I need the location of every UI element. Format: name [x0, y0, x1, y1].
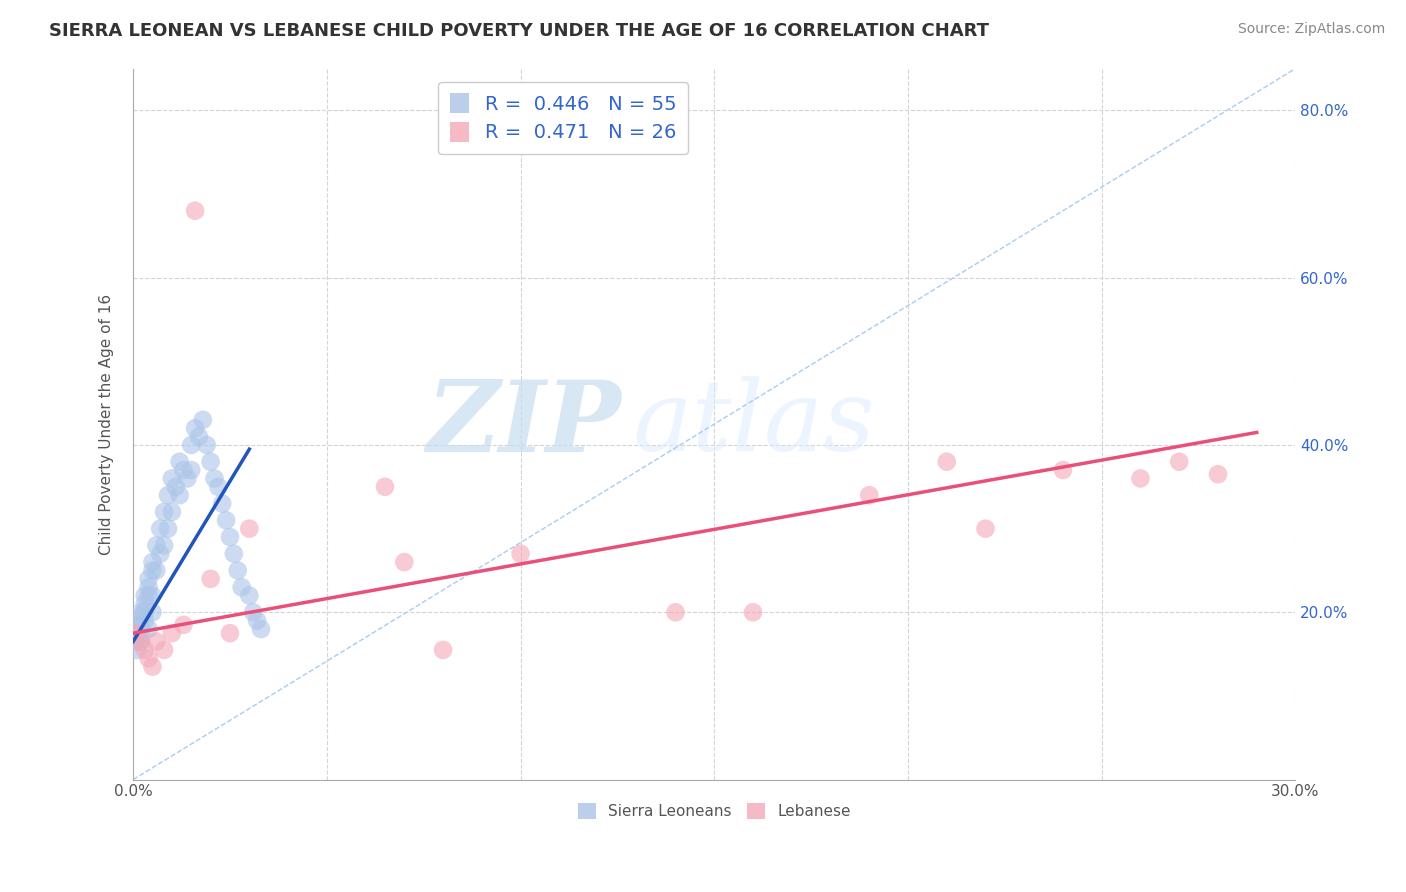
Point [184, 203, 207, 218]
Point [138, 651, 160, 665]
Point [974, 522, 997, 536]
Point [153, 538, 176, 552]
Point [134, 605, 156, 619]
Point [742, 605, 765, 619]
Point [231, 580, 253, 594]
Point [200, 455, 222, 469]
Point [394, 555, 416, 569]
Text: SIERRA LEONEAN VS LEBANESE CHILD POVERTY UNDER THE AGE OF 16 CORRELATION CHART: SIERRA LEONEAN VS LEBANESE CHILD POVERTY… [49, 22, 990, 40]
Point [226, 564, 249, 578]
Point [156, 522, 179, 536]
Point [219, 530, 242, 544]
Point [125, 617, 148, 632]
Point [211, 497, 233, 511]
Point [129, 605, 152, 619]
Point [160, 505, 183, 519]
Text: atlas: atlas [633, 376, 876, 472]
Point [188, 429, 211, 443]
Point [935, 455, 957, 469]
Point [141, 555, 163, 569]
Point [125, 643, 148, 657]
Point [141, 589, 163, 603]
Point [125, 626, 148, 640]
Point [1129, 471, 1152, 485]
Point [195, 438, 218, 452]
Point [250, 622, 273, 636]
Point [169, 455, 191, 469]
Y-axis label: Child Poverty Under the Age of 16: Child Poverty Under the Age of 16 [100, 293, 114, 555]
Point [1206, 467, 1229, 482]
Point [134, 614, 156, 628]
Point [172, 617, 194, 632]
Point [125, 626, 148, 640]
Point [172, 463, 194, 477]
Point [153, 505, 176, 519]
Point [858, 488, 880, 502]
Point [1168, 455, 1191, 469]
Point [145, 538, 167, 552]
Point [145, 564, 167, 578]
Point [138, 572, 160, 586]
Point [153, 643, 176, 657]
Legend: Sierra Leoneans, Lebanese: Sierra Leoneans, Lebanese [571, 797, 858, 825]
Point [138, 580, 160, 594]
Point [184, 421, 207, 435]
Point [145, 634, 167, 648]
Point [125, 634, 148, 648]
Point [149, 522, 172, 536]
Point [664, 605, 686, 619]
Point [222, 547, 245, 561]
Point [149, 547, 172, 561]
Point [141, 605, 163, 619]
Point [215, 513, 238, 527]
Point [432, 643, 454, 657]
Point [129, 634, 152, 648]
Point [204, 471, 226, 485]
Point [141, 564, 163, 578]
Point [1052, 463, 1074, 477]
Point [134, 597, 156, 611]
Point [169, 488, 191, 502]
Point [156, 488, 179, 502]
Point [238, 522, 260, 536]
Point [129, 617, 152, 632]
Point [138, 622, 160, 636]
Point [176, 471, 198, 485]
Point [207, 480, 229, 494]
Text: Source: ZipAtlas.com: Source: ZipAtlas.com [1237, 22, 1385, 37]
Point [238, 589, 260, 603]
Point [160, 626, 183, 640]
Point [374, 480, 396, 494]
Point [242, 605, 264, 619]
Point [200, 572, 222, 586]
Point [160, 471, 183, 485]
Point [129, 626, 152, 640]
Point [141, 659, 163, 673]
Point [191, 413, 214, 427]
Point [180, 438, 202, 452]
Point [219, 626, 242, 640]
Text: ZIP: ZIP [426, 376, 621, 472]
Point [134, 643, 156, 657]
Point [129, 634, 152, 648]
Point [138, 589, 160, 603]
Point [129, 609, 152, 624]
Point [134, 589, 156, 603]
Point [509, 547, 531, 561]
Point [165, 480, 187, 494]
Point [180, 463, 202, 477]
Point [246, 614, 269, 628]
